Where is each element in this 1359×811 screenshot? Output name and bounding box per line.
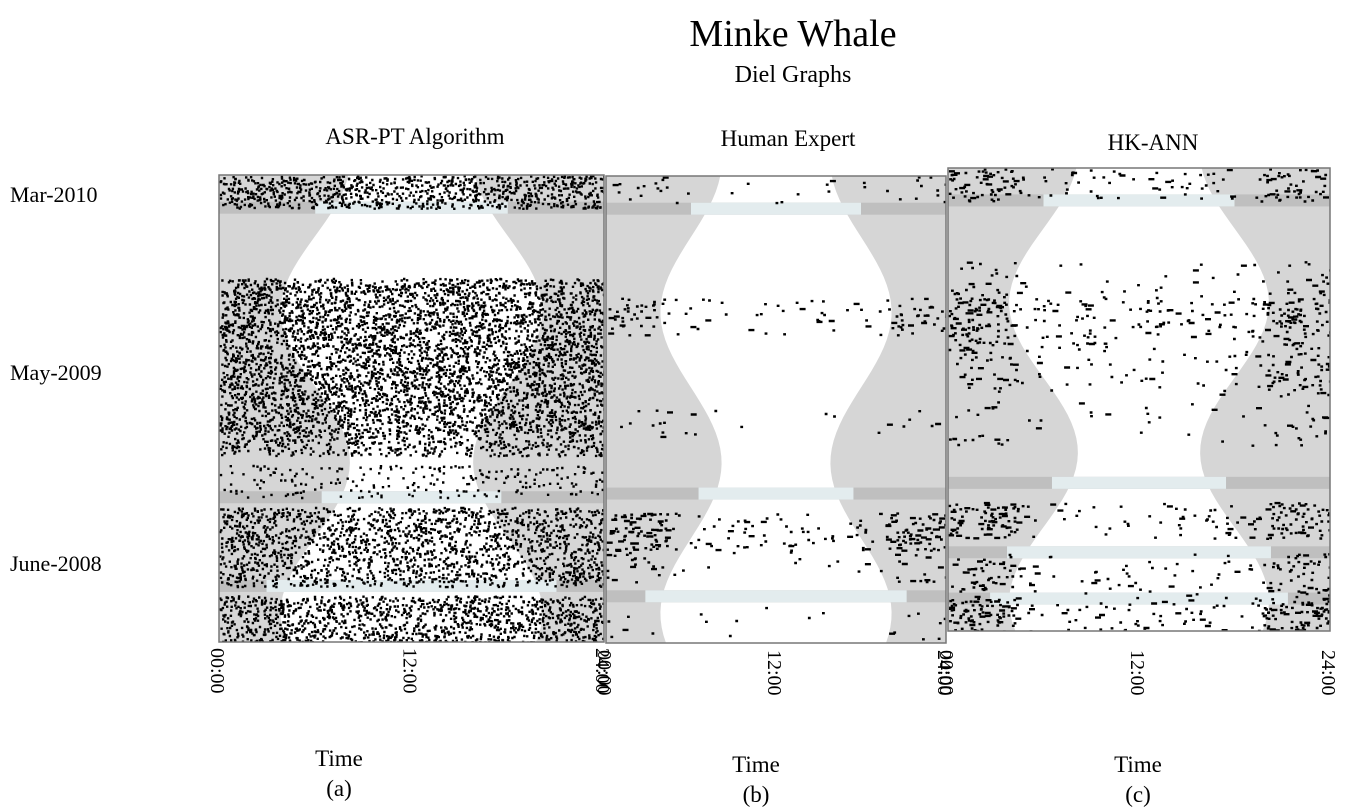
x-tick-label: 24:00 bbox=[591, 648, 613, 694]
gap-band bbox=[691, 202, 861, 215]
y-label-june-2008: June-2008 bbox=[10, 551, 102, 576]
x-axis-label: Time bbox=[1114, 752, 1162, 777]
x-tick-label: 12:00 bbox=[763, 650, 785, 696]
panel-title: HK-ANN bbox=[1108, 130, 1199, 155]
detection-dots bbox=[219, 175, 604, 642]
plot-frame bbox=[605, 175, 947, 644]
plot-frame bbox=[947, 167, 1331, 632]
x-tick-label: 24:00 bbox=[933, 650, 955, 696]
panel-caption: (a) bbox=[326, 776, 352, 801]
x-tick-label: 12:00 bbox=[1126, 650, 1148, 696]
y-label-mar-2010: Mar-2010 bbox=[10, 182, 98, 207]
night-shade-morning bbox=[219, 175, 350, 642]
x-axis-label: Time bbox=[315, 746, 363, 771]
x-tick-label: 00:00 bbox=[593, 650, 615, 696]
gap-band bbox=[698, 487, 854, 500]
detection-dots bbox=[606, 176, 946, 641]
x-tick-label: 00:00 bbox=[935, 650, 957, 696]
panel-caption: (b) bbox=[743, 782, 770, 807]
panel-title: Human Expert bbox=[721, 126, 856, 151]
gap-band bbox=[1043, 194, 1235, 207]
night-shade-morning bbox=[606, 176, 722, 643]
panel-human-expert: Human Expert 00:00 12:00 24:00 Time (b) bbox=[593, 126, 955, 807]
panel-caption: (c) bbox=[1125, 782, 1151, 807]
x-tick-label: 12:00 bbox=[399, 648, 421, 694]
gap-band bbox=[645, 590, 907, 603]
plot-frame bbox=[218, 174, 605, 643]
figure-title: Minke Whale bbox=[689, 13, 896, 55]
night-shade-evening bbox=[830, 176, 946, 643]
y-label-may-2009: May-2009 bbox=[10, 360, 102, 385]
gap-band bbox=[1051, 476, 1227, 489]
night-shade-morning bbox=[948, 168, 1078, 631]
x-axis-label: Time bbox=[732, 752, 780, 777]
panel-hk-ann: HK-ANN 00:00 12:00 24:00 Time (c) bbox=[935, 130, 1339, 807]
panel-title: ASR-PT Algorithm bbox=[325, 124, 504, 149]
gap-band bbox=[1007, 546, 1271, 559]
panel-asr-pt: ASR-PT Algorithm 00:00 12:00 24:00 Time … bbox=[206, 124, 613, 801]
figure-subtitle: Diel Graphs bbox=[735, 62, 852, 88]
x-tick-label: 24:00 bbox=[1317, 650, 1339, 696]
x-tick-label: 00:00 bbox=[206, 648, 228, 694]
